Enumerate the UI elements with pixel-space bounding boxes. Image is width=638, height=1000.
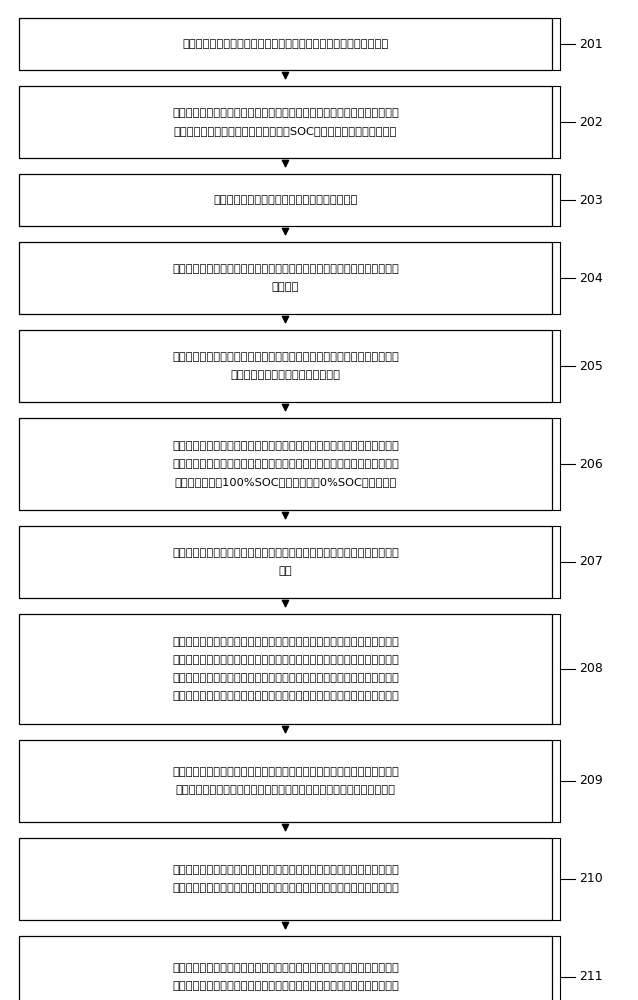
Text: 在同一生产批次的已退役电池模组中进行抒样，获取待测试电池模组: 在同一生产批次的已退役电池模组中进行抒样，获取待测试电池模组: [182, 39, 389, 49]
Text: 根据各次确定的待测试电池模组的剩余容量，和各剩余容量对应的各指标极: 根据各次确定的待测试电池模组的剩余容量，和各剩余容量对应的各指标极: [172, 637, 399, 647]
Bar: [19, 330, 552, 402]
Text: 所述相关系数的最大値对应的指标确定为待测试电池模组的一致性维护指标: 所述相关系数的最大値对应的指标确定为待测试电池模组的一致性维护指标: [172, 981, 399, 991]
Text: 记录各单体电池在充放电试验过程中的电压数据: 记录各单体电池在充放电试验过程中的电压数据: [213, 195, 358, 205]
Text: 差参数、各指标均方差参数以及各指标离散度参数，确定待测试电池模组的: 差参数、各指标均方差参数以及各指标离散度参数，确定待测试电池模组的: [172, 655, 399, 665]
Text: 作为本次待测试电池模组的剩余容量: 作为本次待测试电池模组的剩余容量: [230, 370, 341, 380]
Text: 待测试电池模组在预先设置的荷电状态SOC工作区间中完成充放电过程: 待测试电池模组在预先设置的荷电状态SOC工作区间中完成充放电过程: [174, 126, 397, 136]
Text: 205: 205: [579, 360, 602, 372]
Bar: [19, 86, 552, 158]
Text: 211: 211: [579, 970, 602, 983]
Text: 209: 209: [579, 774, 602, 787]
Text: 方差的相关系数或者待测试电池模组的剩余容量与各指标离散度的相关系数: 方差的相关系数或者待测试电池模组的剩余容量与各指标离散度的相关系数: [172, 691, 399, 701]
Text: 以预先设置的充放电倍率对所述待测试电池模组进行多次充放电试验，使得: 以预先设置的充放电倍率对所述待测试电池模组进行多次充放电试验，使得: [172, 108, 399, 118]
Text: 201: 201: [579, 37, 602, 50]
Text: 确定待测试电池模组的剩余容量与各指标离散度的相关系数的最大値，并将: 确定待测试电池模组的剩余容量与各指标离散度的相关系数的最大値，并将: [172, 963, 399, 973]
Bar: [19, 838, 552, 920]
Text: 202: 202: [579, 116, 602, 129]
Text: 循环试验: 循环试验: [272, 282, 299, 292]
Text: 在每次确定所述待测试电池模组的剩余容量时，根据各单体电池在充放电试: 在每次确定所述待测试电池模组的剩余容量时，根据各单体电池在充放电试: [172, 441, 399, 451]
Text: 在每进行一预设次数的充放电试验后，对待测试电池模组进行多次满充满放: 在每进行一预设次数的充放电试验后，对待测试电池模组进行多次满充满放: [172, 264, 399, 274]
Text: 确定待测试电池模组的剩余容量与各指标极差的相关系数的最大値，并将所: 确定待测试电池模组的剩余容量与各指标极差的相关系数的最大値，并将所: [172, 767, 399, 777]
Bar: [19, 740, 552, 822]
Text: 述相关系数的最大値对应的指标确定为待测试电池模组的一致性维护指标: 述相关系数的最大値对应的指标确定为待测试电池模组的一致性维护指标: [175, 785, 396, 795]
Text: 剩余容量与各指标极差的相关系数、待测试电池模组的剩余容量与各指标均: 剩余容量与各指标极差的相关系数、待测试电池模组的剩余容量与各指标均: [172, 673, 399, 683]
Bar: [19, 526, 552, 598]
Text: 204: 204: [579, 271, 602, 284]
Text: 放电截止电压、100%SOC点开路电压和0%SOC点开路电压: 放电截止电压、100%SOC点开路电压和0%SOC点开路电压: [174, 477, 397, 487]
Bar: [19, 418, 552, 510]
Text: 确定待测试电池模组的剩余容量与各指标均方差的相关系数的最大値，并将: 确定待测试电池模组的剩余容量与各指标均方差的相关系数的最大値，并将: [172, 865, 399, 875]
Text: 参数: 参数: [279, 566, 292, 576]
Text: 210: 210: [579, 872, 602, 885]
Bar: [19, 614, 552, 724]
Text: 所述相关系数的最大値对应的指标确定为待测试电池模组的一致性维护指标: 所述相关系数的最大値对应的指标确定为待测试电池模组的一致性维护指标: [172, 883, 399, 893]
Bar: [19, 174, 552, 226]
Text: 207: 207: [579, 555, 602, 568]
Text: 确定待测试电池模组的各指标极差参数、各指标均方差参数和各指标离散度: 确定待测试电池模组的各指标极差参数、各指标均方差参数和各指标离散度: [172, 548, 399, 558]
Bar: [19, 18, 552, 70]
Bar: [19, 242, 552, 314]
Text: 203: 203: [579, 194, 602, 207]
Text: 验过程中的电压数据，确定待测试电池模组中各单体电池的充电截止电压、: 验过程中的电压数据，确定待测试电池模组中各单体电池的充电截止电压、: [172, 459, 399, 469]
Text: 206: 206: [579, 458, 602, 471]
Text: 求取每次满充满放循环试验的放电容量的平均値，以所述放电容量的平均値: 求取每次满充满放循环试验的放电容量的平均値，以所述放电容量的平均値: [172, 352, 399, 362]
Text: 208: 208: [579, 662, 602, 675]
Bar: [19, 936, 552, 1000]
